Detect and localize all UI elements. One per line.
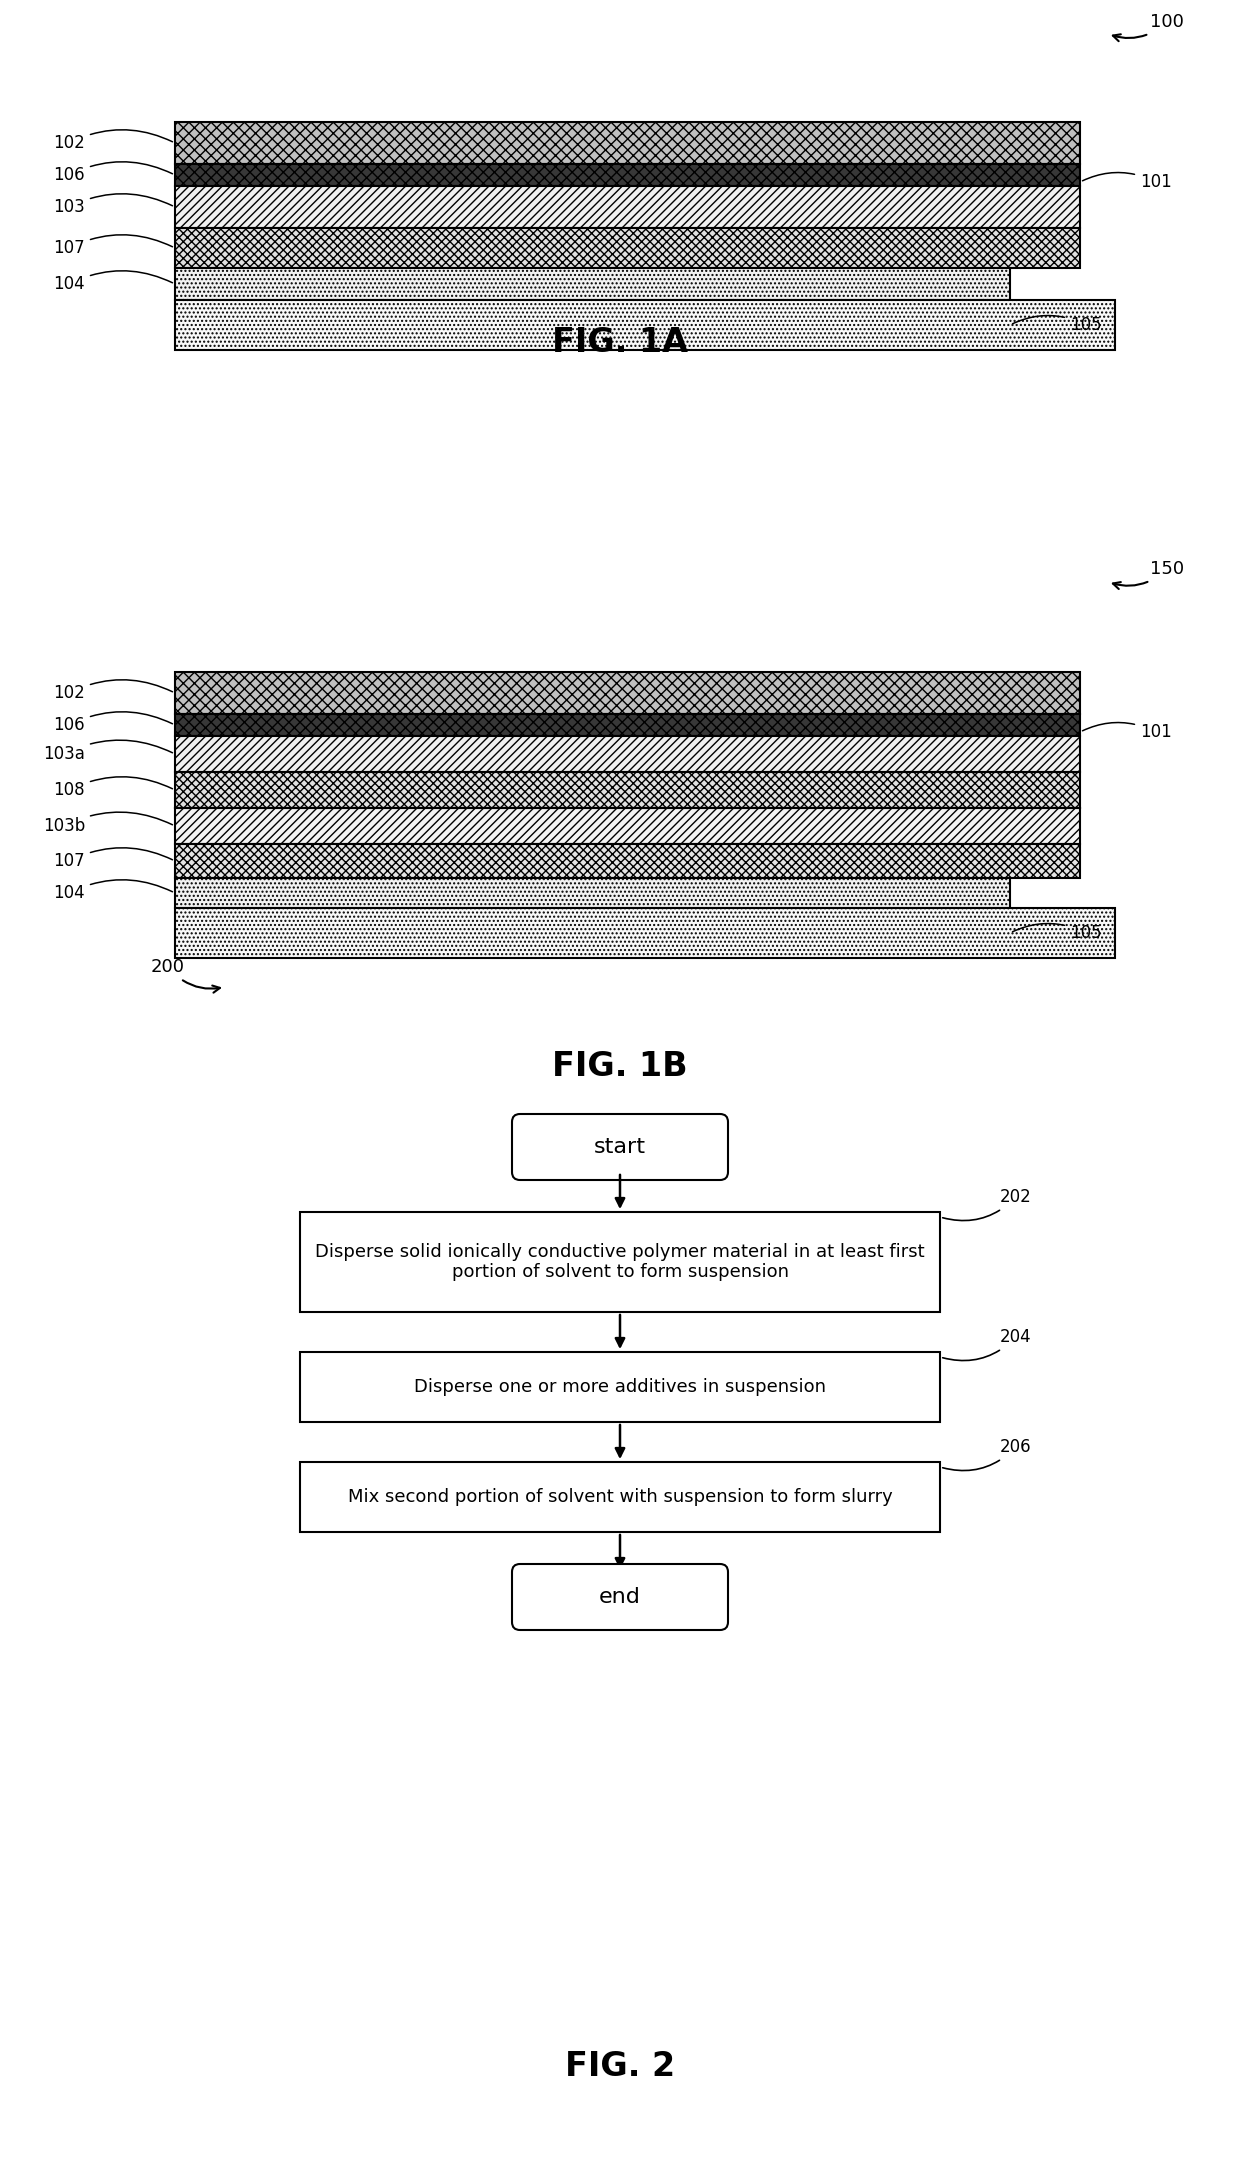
Bar	[175, 877, 1011, 908]
Text: 200: 200	[151, 958, 219, 993]
Text: 202: 202	[942, 1187, 1032, 1220]
Text: 150: 150	[1112, 561, 1184, 589]
Text: 108: 108	[53, 777, 172, 799]
Text: 106: 106	[53, 711, 172, 733]
Bar	[175, 185, 1080, 227]
Text: 105: 105	[1013, 316, 1101, 334]
Bar	[300, 1211, 940, 1311]
Bar	[175, 807, 1080, 844]
Text: start: start	[594, 1137, 646, 1156]
FancyBboxPatch shape	[512, 1564, 728, 1630]
Bar	[300, 1462, 940, 1532]
Text: 101: 101	[1083, 722, 1172, 742]
Bar	[175, 672, 1080, 714]
Text: FIG. 1B: FIG. 1B	[552, 1050, 688, 1084]
Text: 106: 106	[53, 161, 172, 183]
Bar	[300, 1353, 940, 1423]
FancyBboxPatch shape	[512, 1115, 728, 1180]
Text: FIG. 1A: FIG. 1A	[552, 325, 688, 358]
Text: 101: 101	[1083, 172, 1172, 192]
Text: Disperse one or more additives in suspension: Disperse one or more additives in suspen…	[414, 1379, 826, 1396]
Bar	[175, 735, 1080, 772]
Text: 103: 103	[53, 194, 172, 216]
Text: 105: 105	[1013, 923, 1101, 943]
Text: 206: 206	[942, 1438, 1032, 1471]
Text: Mix second portion of solvent with suspension to form slurry: Mix second portion of solvent with suspe…	[347, 1488, 893, 1506]
Bar	[175, 908, 1115, 958]
Bar	[175, 122, 1080, 164]
Text: 204: 204	[942, 1329, 1032, 1362]
Text: Disperse solid ionically conductive polymer material in at least first
portion o: Disperse solid ionically conductive poly…	[315, 1242, 925, 1281]
Text: 104: 104	[53, 879, 172, 901]
Text: 102: 102	[53, 129, 172, 153]
Bar	[175, 164, 1080, 185]
Text: 104: 104	[53, 271, 172, 292]
Bar	[175, 714, 1080, 735]
Bar	[175, 299, 1115, 349]
Text: FIG. 2: FIG. 2	[565, 2051, 675, 2084]
Text: 103b: 103b	[42, 812, 172, 836]
Text: 107: 107	[53, 236, 172, 257]
Text: 100: 100	[1112, 13, 1184, 41]
Text: 103a: 103a	[43, 740, 172, 764]
Bar	[175, 268, 1011, 299]
Text: end: end	[599, 1586, 641, 1606]
Text: 107: 107	[53, 849, 172, 871]
Bar	[175, 844, 1080, 877]
Text: 102: 102	[53, 681, 172, 703]
Bar	[175, 227, 1080, 268]
Bar	[175, 772, 1080, 807]
